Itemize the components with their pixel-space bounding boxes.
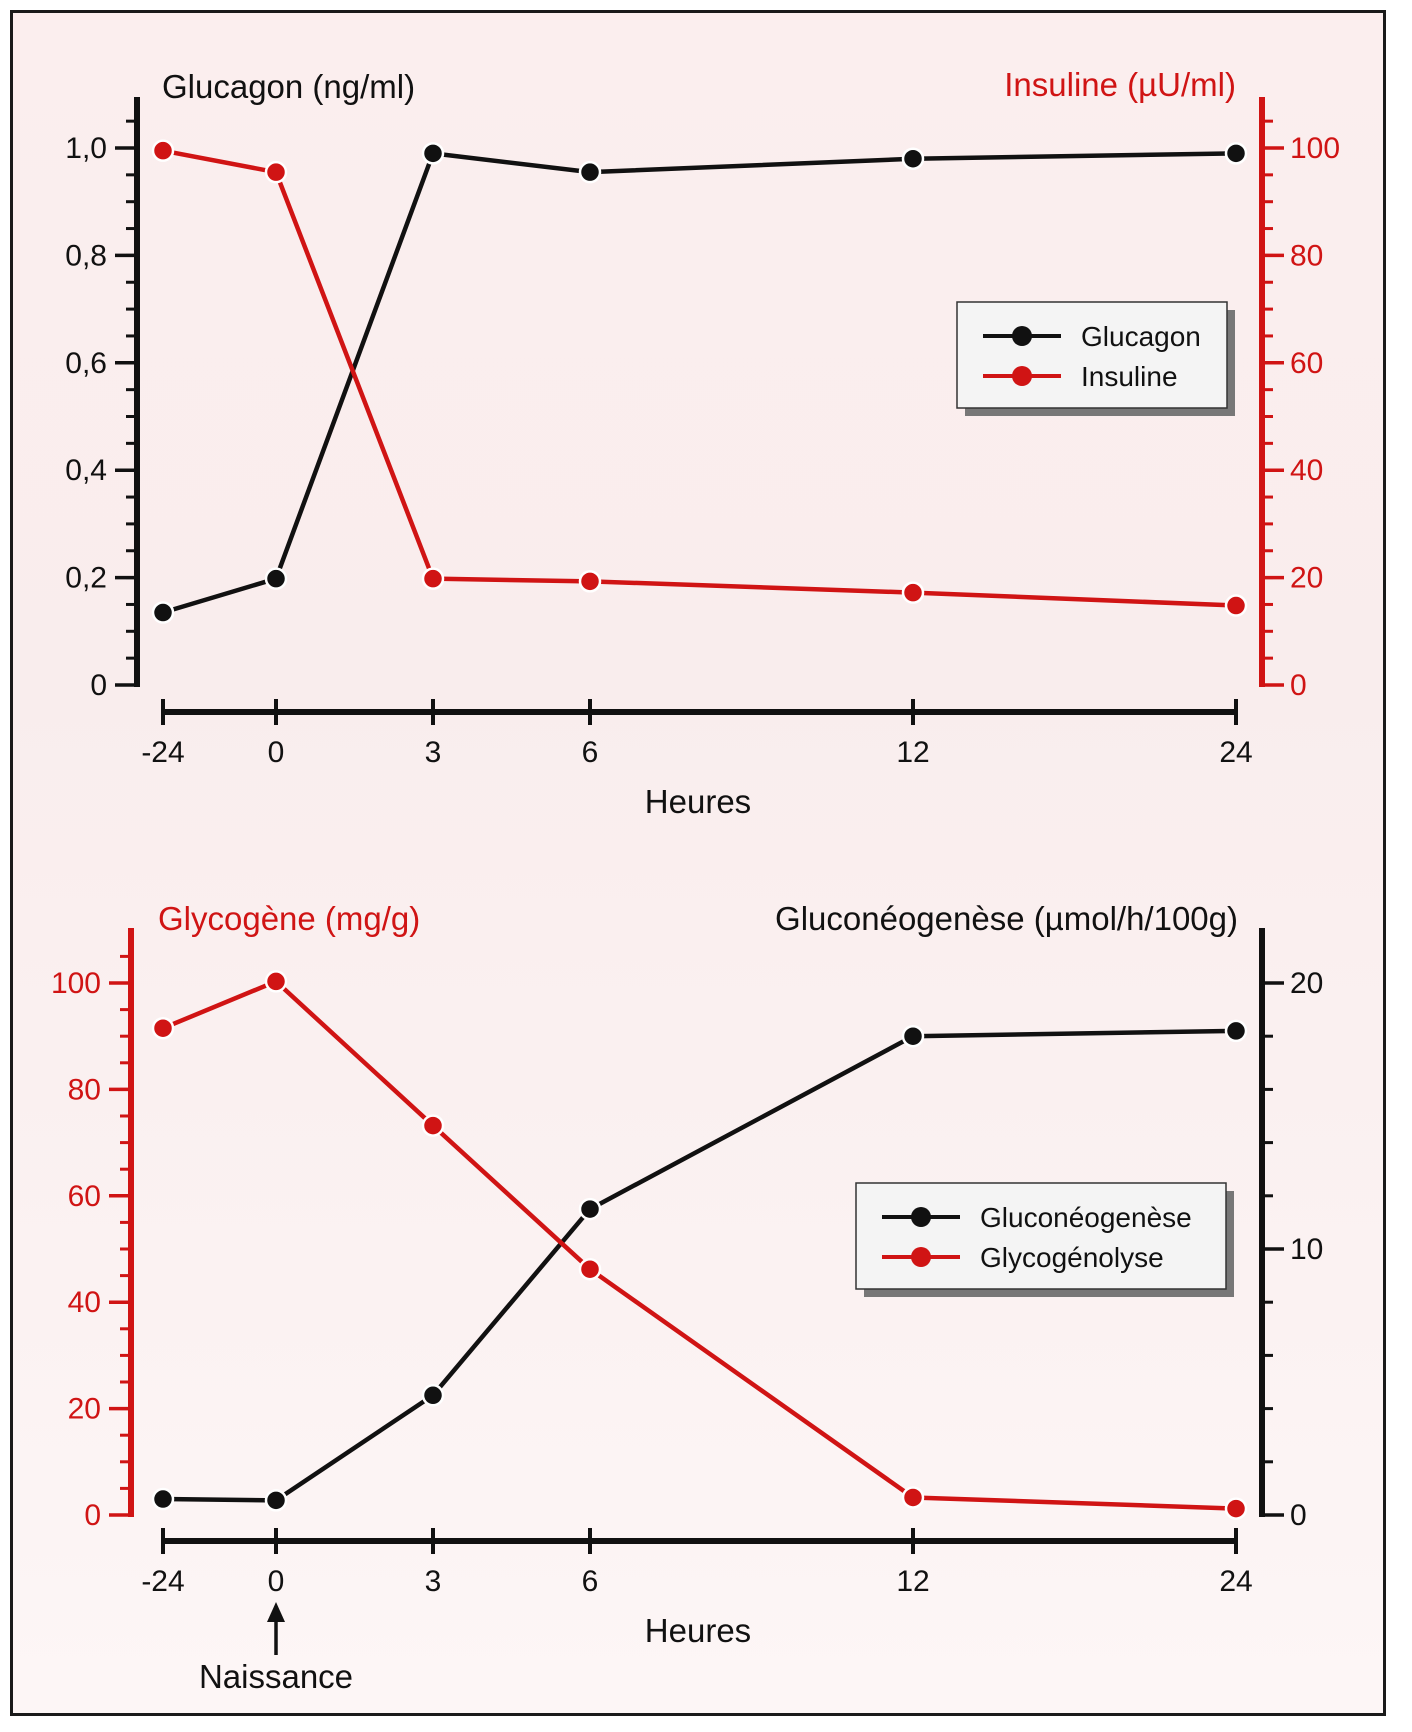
data-point-insuline-6 <box>578 570 602 593</box>
data-point-glycogénolyse-6 <box>578 1257 602 1281</box>
naissance-arrow-head <box>267 1602 285 1622</box>
right-y-tick-label: 0 <box>1290 1499 1307 1532</box>
data-point-glycogénolyse-12 <box>901 1486 925 1509</box>
x-axis-title: Heures <box>645 1612 751 1649</box>
x-tick-label: 3 <box>425 736 442 769</box>
left-axis-title: Glucagon (ng/ml) <box>162 68 415 105</box>
right-y-tick-label: 10 <box>1290 1233 1323 1266</box>
series-line-insuline <box>162 148 1237 608</box>
x-tick-label: -24 <box>141 1565 184 1598</box>
x-tick-label: -24 <box>141 736 184 769</box>
left-y-tick-label: 0 <box>84 1499 101 1532</box>
data-point-insuline-24 <box>1224 594 1248 617</box>
x-tick-label: 24 <box>1219 1565 1252 1598</box>
data-point-glucagon-6 <box>578 160 602 184</box>
left-y-tick-label: 40 <box>68 1286 101 1319</box>
data-point-glycogénolyse-0 <box>264 970 288 993</box>
series-line-glycogénolyse <box>162 979 1237 1511</box>
x-tick-label: 6 <box>582 736 599 769</box>
right-y-tick-label: 80 <box>1290 239 1323 272</box>
data-point-glucagon--24 <box>151 601 175 624</box>
right-y-tick-label: 0 <box>1290 669 1307 702</box>
x-tick-label: 12 <box>896 1565 929 1598</box>
series-line-gluconéogenèse <box>162 1028 1237 1503</box>
left-y-tick-label: 60 <box>68 1180 101 1213</box>
right-y-tick-label: 40 <box>1290 454 1323 487</box>
data-point-gluconéogenèse--24 <box>151 1487 175 1511</box>
data-point-glucagon-24 <box>1224 142 1248 165</box>
data-point-gluconéogenèse-24 <box>1224 1019 1248 1043</box>
x-tick-label: 0 <box>268 1565 285 1598</box>
right-y-tick-label: 100 <box>1290 132 1340 165</box>
legend-swatch-marker <box>911 1207 931 1227</box>
legend-label: Glucagon <box>1081 321 1201 352</box>
x-axis-title: Heures <box>645 783 751 820</box>
legend-label: Glycogénolyse <box>980 1242 1164 1273</box>
right-axis-title: Gluconéogenèse (µmol/h/100g) <box>775 900 1238 937</box>
data-point-insuline--24 <box>151 139 175 162</box>
x-tick-label: 3 <box>425 1565 442 1598</box>
legend-swatch-marker <box>911 1247 931 1267</box>
legend-box <box>855 1182 1227 1290</box>
data-point-insuline-12 <box>901 581 925 604</box>
x-tick-label: 24 <box>1219 736 1252 769</box>
chart-1 <box>115 97 1284 725</box>
right-y-tick-label: 20 <box>1290 562 1323 595</box>
x-tick-label: 12 <box>896 736 929 769</box>
legend-swatch-marker <box>1012 326 1032 346</box>
legend-label: Gluconéogenèse <box>980 1202 1192 1233</box>
data-point-insuline-0 <box>264 160 288 184</box>
left-y-tick-label: 0,8 <box>65 239 107 272</box>
data-point-insuline-3 <box>421 567 445 590</box>
figure-frame <box>10 10 1386 1716</box>
x-tick-label: 0 <box>268 736 285 769</box>
left-y-tick-label: 1,0 <box>65 132 107 165</box>
left-y-tick-label: 80 <box>68 1073 101 1106</box>
data-point-gluconéogenèse-6 <box>578 1197 602 1221</box>
right-y-tick-label: 60 <box>1290 347 1323 380</box>
data-point-glycogénolyse--24 <box>151 1016 175 1040</box>
left-y-tick-label: 100 <box>51 967 101 1000</box>
right-y-tick-label: 20 <box>1290 967 1323 1000</box>
legend-label: Insuline <box>1081 361 1178 392</box>
data-point-glucagon-12 <box>901 147 925 170</box>
data-point-glucagon-3 <box>421 142 445 165</box>
data-point-gluconéogenèse-12 <box>901 1024 925 1048</box>
left-y-tick-label: 0,4 <box>65 454 107 487</box>
data-point-glycogénolyse-3 <box>421 1114 445 1137</box>
left-y-tick-label: 0,2 <box>65 562 107 595</box>
left-y-tick-label: 20 <box>68 1393 101 1426</box>
naissance-label: Naissance <box>199 1658 353 1695</box>
data-point-gluconéogenèse-0 <box>264 1489 288 1512</box>
left-y-tick-label: 0 <box>90 669 107 702</box>
data-point-glucagon-0 <box>264 567 288 590</box>
left-axis-title: Glycogène (mg/g) <box>158 900 420 937</box>
legend-box <box>956 301 1228 409</box>
series-line-glucagon <box>162 151 1237 615</box>
chart-2 <box>109 928 1284 1655</box>
legend-swatch-marker <box>1012 366 1032 386</box>
left-y-tick-label: 0,6 <box>65 347 107 380</box>
data-point-glycogénolyse-24 <box>1224 1497 1248 1520</box>
right-axis-title: Insuline (µU/ml) <box>1004 66 1236 103</box>
data-point-gluconéogenèse-3 <box>421 1384 445 1407</box>
x-tick-label: 6 <box>582 1565 599 1598</box>
